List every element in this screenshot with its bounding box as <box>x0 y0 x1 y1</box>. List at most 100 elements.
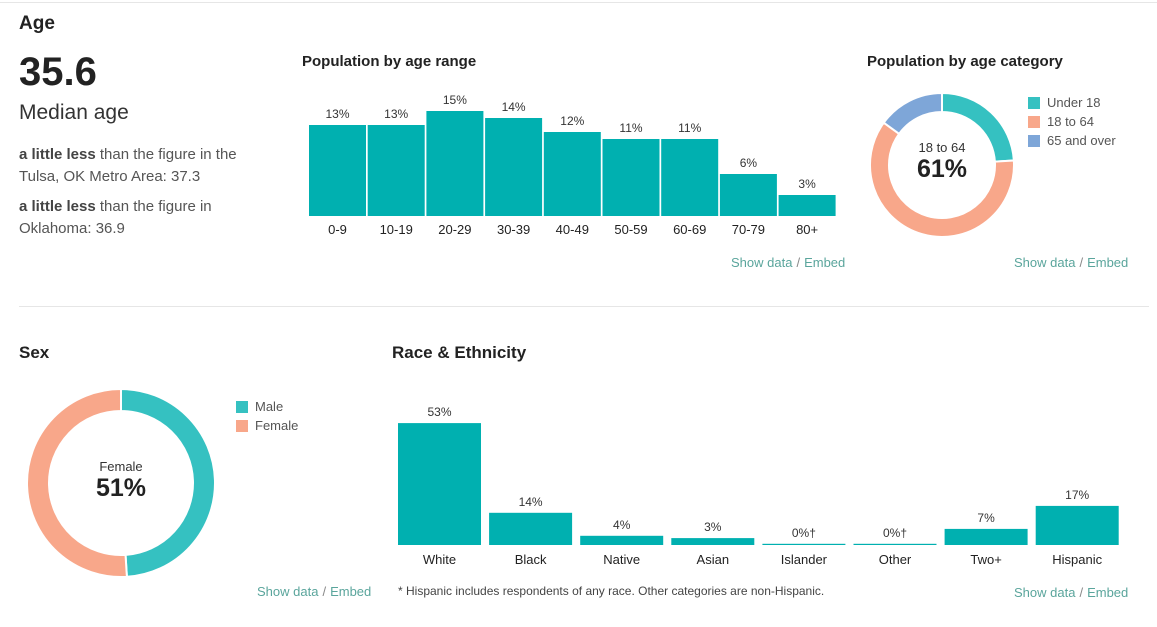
link-separator: / <box>796 255 801 270</box>
link-separator: / <box>322 584 327 599</box>
data-label-white: 53% <box>427 405 451 419</box>
data-label-50-59: 11% <box>619 121 642 135</box>
metro-comparison-text: than the figure in the Tulsa, OK Metro A… <box>19 146 237 185</box>
tick-label-40-49: 40-49 <box>556 222 589 237</box>
bar-0-9 <box>309 125 366 216</box>
bar-50-59 <box>602 139 660 216</box>
age-category-legend: Under 18 18 to 64 65 and over <box>1028 93 1116 150</box>
state-comparison: a little less than the figure in Oklahom… <box>19 196 259 240</box>
data-label-70-79: 6% <box>740 156 758 170</box>
tick-label-native: Native <box>603 552 640 567</box>
link-separator: / <box>1079 585 1084 600</box>
legend-item-65-over: 65 and over <box>1028 131 1116 150</box>
legend-swatch-65-over <box>1028 134 1040 147</box>
sex-legend: Male Female <box>236 397 298 435</box>
bar-30-39 <box>485 118 543 216</box>
state-comparison-text: than the figure in Oklahoma: 36.9 <box>19 198 212 237</box>
sex-center-value: 51% <box>95 474 147 502</box>
data-label-two: 7% <box>977 511 995 525</box>
tick-label-black: Black <box>515 552 547 567</box>
slice-female <box>26 388 128 578</box>
show-data-link[interactable]: Show data <box>1014 255 1076 270</box>
data-label-hispanic: 17% <box>1065 488 1089 502</box>
data-label-60-69: 11% <box>678 121 701 135</box>
tick-label-50-59: 50-59 <box>614 222 647 237</box>
median-age-value: 35.6 <box>19 50 97 94</box>
legend-label-female: Female <box>255 418 299 433</box>
sex-donut <box>26 388 216 578</box>
state-comparison-bold: a little less <box>19 198 96 215</box>
data-label-30-39: 14% <box>502 100 526 114</box>
link-separator: / <box>1079 255 1084 270</box>
metro-comparison-bold: a little less <box>19 146 96 163</box>
tick-label-hispanic: Hispanic <box>1052 552 1102 567</box>
age-category-center-label: 18 to 64 <box>918 140 966 155</box>
data-label-other: 0%† <box>883 526 907 540</box>
bar-asian <box>671 538 755 545</box>
data-label-native: 4% <box>613 518 631 532</box>
data-label-20-29: 15% <box>443 93 467 107</box>
legend-label-18-to-64: 18 to 64 <box>1047 114 1094 129</box>
bar-40-49 <box>543 132 601 216</box>
data-label-asian: 3% <box>704 520 722 534</box>
data-label-black: 14% <box>519 495 543 509</box>
tick-label-islander: Islander <box>781 552 828 567</box>
legend-label-under-18: Under 18 <box>1047 95 1101 110</box>
embed-link[interactable]: Embed <box>804 255 846 270</box>
embed-link[interactable]: Embed <box>1087 585 1129 600</box>
slice-65-and-over <box>882 92 943 136</box>
tick-label-80: 80+ <box>796 222 818 237</box>
age-range-data-links: Show data / Embed <box>731 255 845 270</box>
embed-link[interactable]: Embed <box>1087 255 1129 270</box>
data-label-40-49: 12% <box>560 114 584 128</box>
bar-two <box>944 528 1028 545</box>
age-range-chart-title: Population by age range <box>302 53 477 70</box>
sex-data-links: Show data / Embed <box>257 584 371 599</box>
tick-label-asian: Asian <box>697 552 730 567</box>
legend-swatch-female <box>236 419 248 432</box>
age-range-chart: 13% 0-9 13% 10-19 15% 20-29 14% 30-39 12% 40-49 11… <box>309 93 836 237</box>
legend-swatch-male <box>236 400 248 413</box>
metro-comparison: a little less than the figure in the Tul… <box>19 144 259 188</box>
bar-10-19 <box>367 125 425 216</box>
bar-20-29 <box>426 111 484 216</box>
data-label-10-19: 13% <box>384 107 408 121</box>
show-data-link[interactable]: Show data <box>257 584 319 599</box>
legend-swatch-18-to-64 <box>1028 115 1040 128</box>
age-section-title: Age <box>19 13 55 34</box>
tick-label-60-69: 60-69 <box>673 222 706 237</box>
bar-hispanic <box>1035 505 1119 545</box>
age-category-center: 18 to 64 61% <box>869 140 1015 184</box>
bar-islander <box>762 543 846 545</box>
embed-link[interactable]: Embed <box>330 584 372 599</box>
bar-60-69 <box>661 139 719 216</box>
bar-80 <box>778 195 836 216</box>
tick-label-white: White <box>423 552 456 567</box>
data-label-islander: 0%† <box>792 526 816 540</box>
sex-section-title: Sex <box>19 343 50 362</box>
legend-item-male: Male <box>236 397 298 416</box>
median-age-label: Median age <box>19 101 129 124</box>
section-divider <box>19 306 1149 307</box>
legend-label-male: Male <box>255 399 284 414</box>
bar-other <box>853 543 937 545</box>
age-category-center-value: 61% <box>916 155 968 183</box>
legend-item-under-18: Under 18 <box>1028 93 1116 112</box>
tick-label-two: Two+ <box>970 552 1001 567</box>
show-data-link[interactable]: Show data <box>1014 585 1076 600</box>
tick-label-10-19: 10-19 <box>380 222 413 237</box>
legend-label-65-over: 65 and over <box>1047 133 1116 148</box>
legend-item-female: Female <box>236 416 298 435</box>
slice-18-to-64 <box>869 121 1015 238</box>
tick-label-20-29: 20-29 <box>438 222 471 237</box>
show-data-link[interactable]: Show data <box>731 255 793 270</box>
legend-swatch-under-18 <box>1028 96 1040 109</box>
race-footnote: * Hispanic includes respondents of any r… <box>398 584 825 598</box>
age-category-donut <box>869 92 1015 238</box>
legend-item-18-to-64: 18 to 64 <box>1028 112 1116 131</box>
tick-label-0-9: 0-9 <box>328 222 347 237</box>
tick-label-other: Other <box>879 552 912 567</box>
tick-label-70-79: 70-79 <box>732 222 765 237</box>
tick-label-30-39: 30-39 <box>497 222 530 237</box>
sex-center: Female 51% <box>26 459 216 503</box>
